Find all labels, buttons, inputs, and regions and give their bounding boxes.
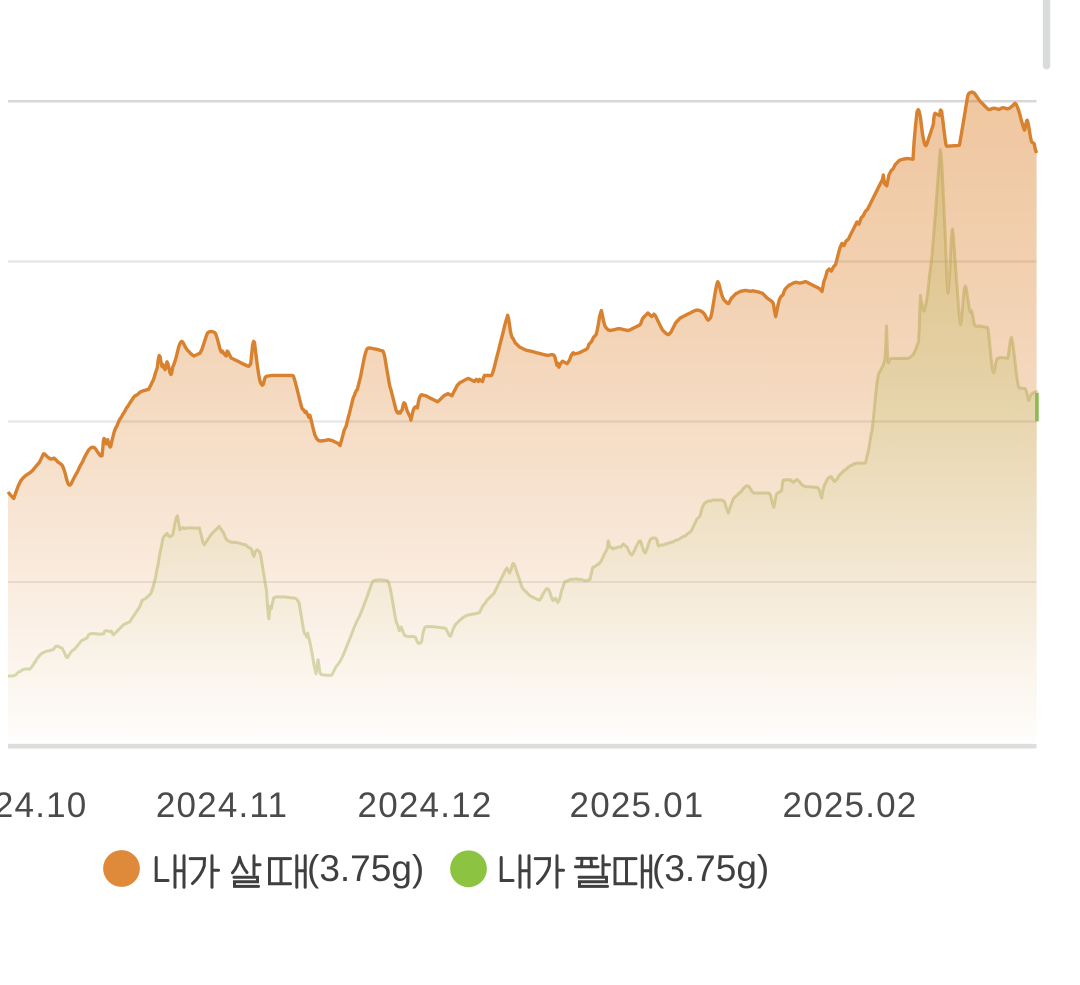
svg-text:2024.11: 2024.11: [156, 786, 288, 825]
svg-text:2024.10: 2024.10: [0, 786, 87, 825]
svg-text:(3.75g): (3.75g): [652, 848, 769, 889]
svg-text:2025.01: 2025.01: [570, 786, 705, 825]
svg-text:2025.02: 2025.02: [783, 786, 918, 825]
svg-text:2024.12: 2024.12: [358, 786, 493, 825]
svg-text:(3.75g): (3.75g): [307, 848, 424, 889]
